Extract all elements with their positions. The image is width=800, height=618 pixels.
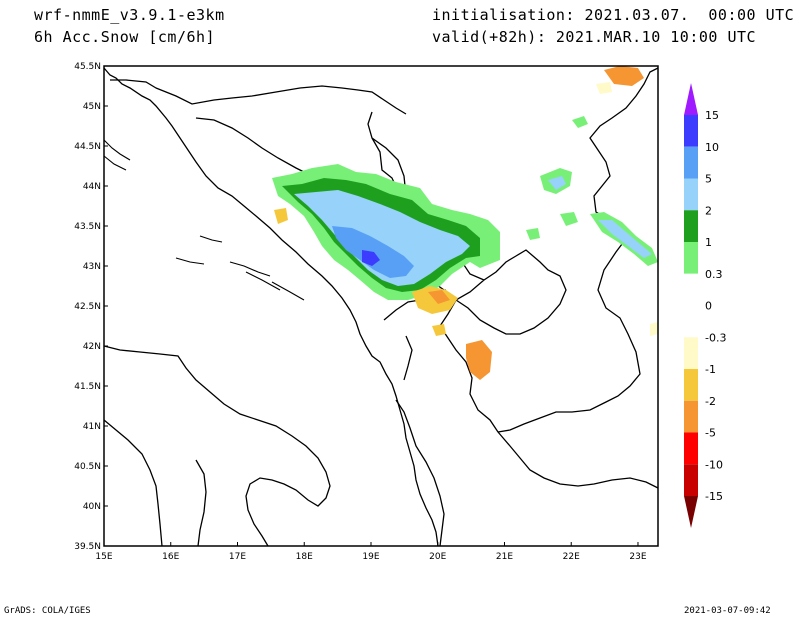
colorbar-box	[684, 210, 698, 242]
coastline-italy	[103, 345, 331, 547]
colorbar-label: -1	[705, 363, 716, 376]
lat-tick-label: 42.5N	[74, 302, 101, 312]
colorbar-box	[684, 115, 698, 147]
colorbar: 15 10 5 2 1 0.3 0 -0.3 -1 -2 -5 -10 -15	[684, 83, 726, 528]
field-title: 6h Acc.Snow [cm/6h]	[34, 28, 216, 46]
colorbar-arrow-bottom	[684, 496, 698, 528]
lat-tick-label: 43N	[83, 262, 101, 272]
snowfall-shading	[272, 116, 658, 300]
colorbar-box	[684, 178, 698, 211]
lat-tick-label: 43.5N	[74, 222, 101, 232]
map-plot-area	[103, 65, 659, 547]
colorbar-label: 2	[705, 204, 712, 217]
lat-tick-label: 40N	[83, 502, 101, 512]
colorbar-label: -2	[705, 395, 716, 408]
colorbar-box	[684, 369, 698, 401]
lon-tick-label: 20E	[429, 552, 446, 562]
lon-tick-label: 19E	[362, 552, 379, 562]
colorbar-box	[684, 432, 698, 465]
colorbar-box	[684, 273, 698, 306]
lat-tick-label: 45N	[83, 102, 101, 112]
colorbar-box	[684, 146, 698, 179]
colorbar-label: -10	[705, 458, 723, 471]
lat-tick-label: 41N	[83, 422, 101, 432]
lat-tick-label: 45.5N	[74, 62, 101, 72]
colorbar-label: 0	[705, 300, 712, 313]
footer-timestamp: 2021-03-07-09:42	[684, 606, 771, 616]
footer-credit: GrADS: COLA/IGES	[4, 606, 91, 616]
colorbar-box	[684, 305, 698, 338]
init-time: initialisation: 2021.03.07. 00:00 UTC	[432, 6, 795, 24]
colorbar-label: -0.3	[705, 331, 726, 344]
model-title: wrf-nmmE_v3.9.1-e3km	[34, 6, 225, 24]
lat-tick-label: 41.5N	[74, 382, 101, 392]
coastline-croatia-islands	[103, 139, 305, 301]
colorbar-box	[684, 400, 698, 433]
lat-tick-label: 42N	[83, 342, 101, 352]
lon-tick-label: 22E	[563, 552, 580, 562]
coastline-adriatic	[103, 67, 439, 547]
colorbar-label: 10	[705, 141, 719, 154]
lon-tick-label: 15E	[95, 552, 112, 562]
colorbar-label: 15	[705, 109, 719, 122]
lat-tick-label: 40.5N	[74, 462, 101, 472]
lat-tick-label: 44.5N	[74, 142, 101, 152]
lon-tick-label: 21E	[496, 552, 513, 562]
colorbar-box	[684, 337, 698, 369]
colorbar-label: 0.3	[705, 268, 723, 281]
colorbar-box	[684, 464, 698, 496]
lon-tick-label: 18E	[296, 552, 313, 562]
colorbar-label: 5	[705, 173, 712, 186]
colorbar-arrow-top	[684, 83, 698, 115]
colorbar-label: -5	[705, 427, 716, 440]
valid-time: valid(+82h): 2021.MAR.10 10:00 UTC	[432, 28, 757, 46]
lon-tick-label: 17E	[229, 552, 246, 562]
colorbar-label: 1	[705, 236, 712, 249]
colorbar-label: -15	[705, 490, 723, 503]
lon-tick-label: 16E	[162, 552, 179, 562]
lat-tick-label: 44N	[83, 182, 101, 192]
map-axes: 15E 16E 17E 18E 19E 20E 21E 22E 23E 45.5N 45N 44.5N…	[74, 62, 647, 562]
colorbar-box	[684, 242, 698, 274]
melt-shading	[274, 66, 658, 380]
lat-tick-label: 39.5N	[74, 542, 101, 552]
lon-tick-label: 23E	[629, 552, 646, 562]
